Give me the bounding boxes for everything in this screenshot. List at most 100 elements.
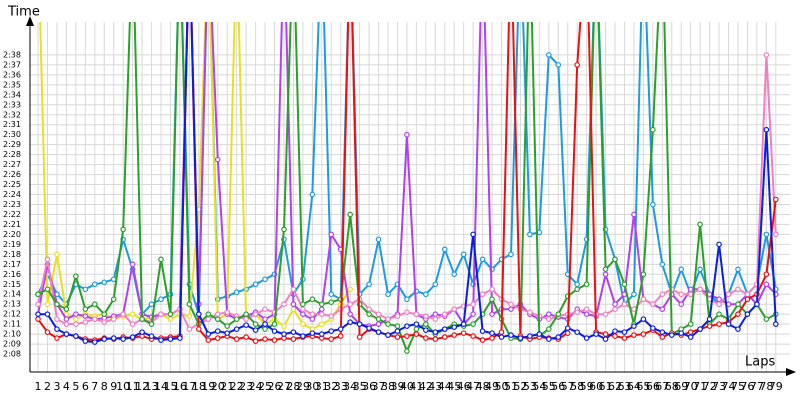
x-tick-label: 66 bbox=[646, 380, 660, 393]
data-point bbox=[186, 301, 193, 307]
data-point bbox=[167, 316, 174, 322]
data-point bbox=[233, 326, 240, 332]
data-point bbox=[148, 301, 155, 307]
data-point bbox=[735, 311, 741, 317]
data-point bbox=[375, 236, 382, 243]
data-point bbox=[489, 296, 495, 303]
x-tick-label: 11 bbox=[126, 380, 140, 393]
data-point bbox=[394, 328, 401, 334]
data-point bbox=[129, 321, 136, 327]
x-tick-label: 45 bbox=[447, 380, 461, 393]
data-point bbox=[318, 321, 325, 327]
x-tick-label: 76 bbox=[740, 380, 754, 393]
data-point bbox=[631, 332, 637, 338]
data-point bbox=[73, 333, 79, 339]
x-tick-label: 37 bbox=[372, 380, 386, 393]
data-point bbox=[735, 326, 741, 332]
data-point bbox=[508, 332, 514, 338]
data-point bbox=[110, 316, 117, 322]
data-point bbox=[659, 334, 666, 340]
data-point bbox=[252, 338, 259, 344]
x-tick-label: 4 bbox=[63, 380, 70, 393]
data-point bbox=[735, 286, 741, 293]
data-point bbox=[697, 266, 703, 273]
data-point bbox=[35, 301, 41, 307]
data-point bbox=[328, 313, 335, 319]
x-tick-label: 34 bbox=[343, 380, 357, 393]
x-tick-label: 13 bbox=[145, 380, 159, 393]
data-point bbox=[631, 323, 637, 329]
y-tick-label: 2:19 bbox=[3, 240, 21, 249]
data-point bbox=[262, 276, 268, 283]
x-tick-label: 30 bbox=[305, 380, 319, 393]
data-point bbox=[413, 331, 420, 337]
data-point bbox=[214, 156, 221, 163]
data-point bbox=[716, 311, 722, 317]
data-point bbox=[687, 286, 694, 293]
data-point bbox=[63, 316, 70, 322]
data-point bbox=[82, 286, 89, 293]
data-point bbox=[281, 323, 287, 329]
data-point bbox=[432, 311, 439, 317]
x-tick-label: 32 bbox=[324, 380, 338, 393]
y-tick-label: 2:30 bbox=[3, 130, 21, 139]
data-point bbox=[73, 321, 79, 327]
y-tick-label: 2:35 bbox=[3, 80, 21, 89]
data-point bbox=[44, 256, 51, 263]
data-point bbox=[546, 311, 552, 317]
data-point bbox=[583, 311, 590, 317]
x-tick-label: 57 bbox=[561, 380, 575, 393]
x-tick-label: 3 bbox=[53, 380, 60, 393]
data-point bbox=[716, 321, 722, 327]
data-point bbox=[110, 335, 117, 341]
data-point bbox=[612, 333, 618, 339]
data-point bbox=[678, 266, 685, 273]
data-point bbox=[546, 326, 552, 332]
data-point bbox=[347, 311, 353, 317]
data-point bbox=[697, 286, 703, 293]
x-tick-label: 24 bbox=[249, 380, 263, 393]
data-point bbox=[337, 333, 344, 339]
data-point bbox=[366, 281, 372, 288]
y-tick-label: 2:27 bbox=[3, 160, 21, 169]
y-tick-label: 2:36 bbox=[3, 70, 21, 79]
data-point bbox=[744, 291, 751, 298]
data-point bbox=[744, 296, 751, 303]
x-tick-label: 68 bbox=[665, 380, 679, 393]
x-tick-label: 43 bbox=[428, 380, 442, 393]
data-point bbox=[214, 316, 221, 322]
data-point bbox=[139, 316, 145, 322]
data-point bbox=[271, 321, 278, 327]
data-point bbox=[120, 226, 126, 233]
data-point bbox=[224, 323, 231, 329]
data-point bbox=[631, 211, 637, 218]
data-point bbox=[508, 306, 514, 312]
data-point bbox=[640, 331, 647, 337]
y-tick-label: 2:29 bbox=[3, 140, 21, 149]
data-point bbox=[773, 231, 779, 238]
x-tick-label: 35 bbox=[353, 380, 367, 393]
data-point bbox=[650, 201, 656, 208]
data-point bbox=[243, 311, 249, 317]
data-point bbox=[262, 321, 268, 327]
data-point bbox=[63, 306, 70, 312]
y-tick-label: 2:10 bbox=[3, 330, 21, 339]
data-point bbox=[233, 316, 240, 322]
data-point bbox=[233, 289, 240, 296]
data-point bbox=[82, 313, 89, 319]
data-point bbox=[470, 311, 476, 317]
data-point bbox=[479, 328, 486, 334]
data-point bbox=[205, 316, 212, 322]
x-tick-label: 36 bbox=[362, 380, 376, 393]
data-point bbox=[725, 321, 732, 327]
data-point bbox=[404, 309, 410, 315]
data-point bbox=[148, 321, 155, 327]
x-tick-label: 25 bbox=[258, 380, 272, 393]
data-point bbox=[441, 326, 448, 332]
x-tick-label: 7 bbox=[91, 380, 98, 393]
data-point bbox=[63, 331, 70, 337]
data-point bbox=[763, 271, 770, 278]
x-tick-label: 48 bbox=[476, 380, 490, 393]
x-tick-label: 39 bbox=[390, 380, 404, 393]
data-point bbox=[252, 311, 259, 317]
